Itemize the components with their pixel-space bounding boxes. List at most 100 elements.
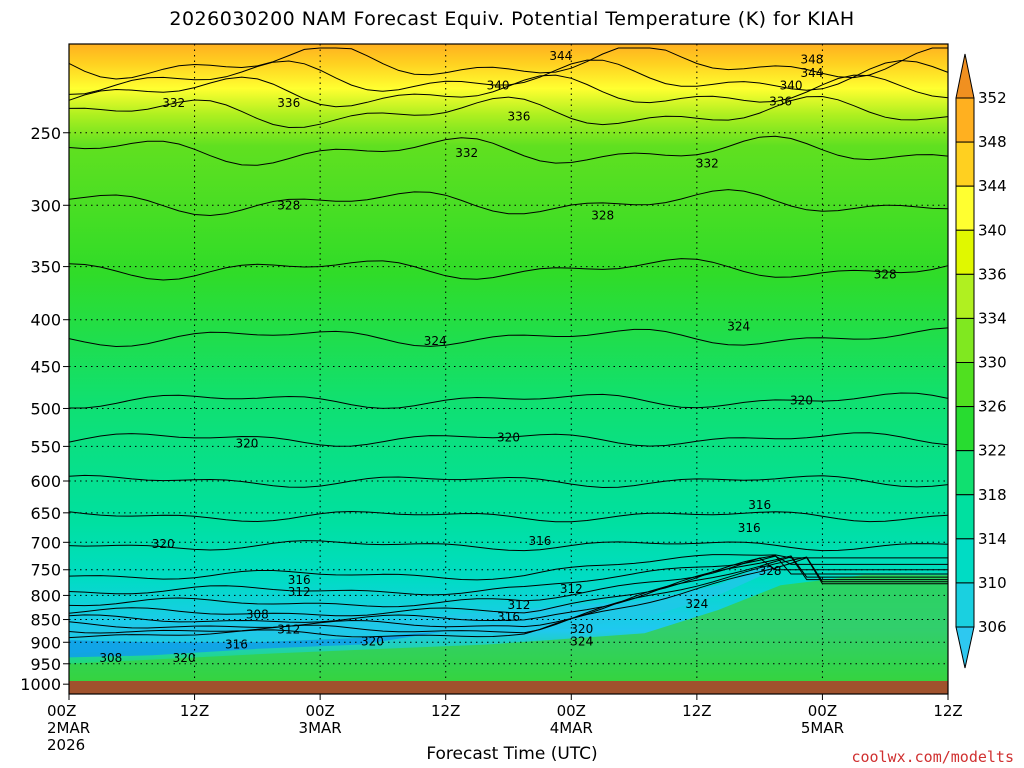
surface-warm-layer bbox=[69, 575, 948, 694]
contour-label: 344 bbox=[801, 66, 824, 80]
x-tick-label: 12Z bbox=[682, 702, 711, 720]
contour-label: 316 bbox=[288, 573, 311, 587]
credit-link[interactable]: coolwx.com/modelts bbox=[851, 748, 1014, 766]
colorbar-box bbox=[955, 538, 975, 584]
contour-label: 336 bbox=[508, 110, 531, 124]
y-tick-label: 550 bbox=[30, 437, 61, 456]
colorbar-box bbox=[955, 582, 975, 628]
colorbar-top-arrow bbox=[955, 53, 975, 99]
contour-label: 316 bbox=[528, 534, 551, 548]
contour-label: 328 bbox=[591, 209, 614, 223]
colorbar-box bbox=[955, 141, 975, 187]
contour-line bbox=[68, 47, 948, 80]
y-tick-label: 850 bbox=[30, 611, 61, 630]
contour-label: 328 bbox=[874, 267, 897, 281]
colorbar-label: 310 bbox=[978, 574, 1007, 592]
chart-title: 2026030200 NAM Forecast Equiv. Potential… bbox=[169, 8, 855, 30]
contour-label: 316 bbox=[497, 610, 520, 624]
y-tick-label: 700 bbox=[30, 533, 61, 552]
contour-line bbox=[68, 189, 949, 217]
contour-line bbox=[68, 474, 949, 489]
y-tick-label: 450 bbox=[30, 358, 61, 377]
contour-label: 324 bbox=[727, 320, 750, 334]
cool-layer-band bbox=[69, 567, 781, 654]
ground-surface bbox=[69, 681, 948, 694]
contour-label: 320 bbox=[790, 393, 813, 407]
colorbar-box bbox=[955, 406, 975, 452]
colorbar-label: 348 bbox=[978, 133, 1007, 151]
plot-frame bbox=[68, 43, 949, 695]
colorbar-label: 318 bbox=[978, 486, 1007, 504]
x-tick-label: 00Z bbox=[47, 702, 76, 720]
y-tick-label: 250 bbox=[30, 124, 61, 143]
contour-lines bbox=[68, 47, 949, 639]
colorbar-label: 336 bbox=[978, 265, 1007, 283]
contour-label: 316 bbox=[225, 637, 248, 651]
contour-label: 308 bbox=[99, 651, 122, 665]
contour-label: 348 bbox=[801, 53, 824, 67]
contour-line bbox=[68, 556, 948, 634]
colorbar-label: 314 bbox=[978, 530, 1007, 548]
contour-label: 320 bbox=[235, 436, 258, 450]
colorbar-label: 334 bbox=[978, 309, 1007, 327]
contour-line bbox=[69, 392, 949, 409]
contour-line bbox=[68, 557, 948, 639]
heatmap-field bbox=[69, 44, 948, 694]
contour-label: 312 bbox=[560, 582, 583, 596]
colorbar-label: 352 bbox=[978, 89, 1007, 107]
contour-label: 312 bbox=[277, 623, 300, 637]
contour-label: 332 bbox=[455, 146, 478, 160]
x-tick-label: 00Z bbox=[557, 702, 586, 720]
colorbar-box bbox=[955, 494, 975, 540]
x-tick-label: 5MAR bbox=[801, 719, 844, 737]
colorbar-label: 326 bbox=[978, 398, 1007, 416]
y-tick-label: 1000 bbox=[20, 675, 61, 694]
x-tick-label: 2026 bbox=[47, 736, 85, 754]
contour-line bbox=[68, 258, 949, 281]
colorbar-box bbox=[955, 97, 975, 143]
y-tick-label: 650 bbox=[30, 504, 61, 523]
contour-label: 328 bbox=[759, 564, 782, 578]
contour-label: 324 bbox=[685, 597, 708, 611]
x-tick-label: 4MAR bbox=[550, 719, 593, 737]
contour-label: 332 bbox=[696, 156, 719, 170]
x-tick-label: 2MAR bbox=[47, 719, 90, 737]
contour-label: 316 bbox=[748, 498, 771, 512]
y-tick-label: 350 bbox=[30, 258, 61, 277]
colorbar-box bbox=[955, 317, 975, 363]
colorbar-box bbox=[955, 273, 975, 319]
contour-line bbox=[68, 510, 949, 523]
contour-line bbox=[68, 555, 948, 623]
contour-line bbox=[68, 95, 949, 129]
contour-line bbox=[68, 59, 949, 95]
contour-line bbox=[68, 556, 948, 629]
colorbar-label: 306 bbox=[978, 618, 1007, 636]
colorbar-bottom-arrow bbox=[955, 626, 975, 669]
y-tick-label: 500 bbox=[30, 399, 61, 418]
contour-line bbox=[68, 555, 948, 596]
colorbar-box bbox=[955, 185, 975, 231]
y-tick-label: 400 bbox=[30, 311, 61, 330]
contour-label: 308 bbox=[246, 607, 269, 621]
contour-label: 320 bbox=[361, 634, 384, 648]
y-tick-label: 950 bbox=[30, 655, 61, 674]
x-axis-title: Forecast Time (UTC) bbox=[426, 744, 598, 764]
x-tick-label: 00Z bbox=[305, 702, 334, 720]
contour-label: 312 bbox=[508, 598, 531, 612]
contour-label: 324 bbox=[424, 334, 447, 348]
contour-label: 340 bbox=[487, 79, 510, 93]
contour-label: 320 bbox=[173, 651, 196, 665]
contour-label: 328 bbox=[277, 198, 300, 212]
colorbar-box bbox=[955, 362, 975, 408]
coldest-core bbox=[69, 631, 446, 658]
contour-line bbox=[68, 74, 949, 108]
x-tick-label: 12Z bbox=[933, 702, 962, 720]
contour-label: 340 bbox=[780, 79, 803, 93]
y-tick-label: 800 bbox=[30, 586, 61, 605]
x-tick-label: 3MAR bbox=[299, 719, 342, 737]
contour-line bbox=[68, 540, 949, 552]
contour-label: 336 bbox=[277, 96, 300, 110]
colorbar-box bbox=[955, 450, 975, 496]
